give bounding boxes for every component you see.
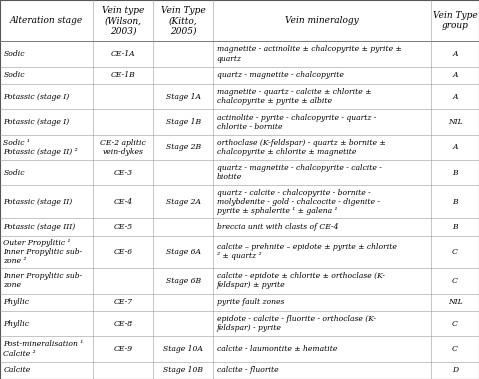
Text: D: D — [452, 366, 458, 374]
Text: B: B — [452, 223, 458, 231]
Text: quartz - calcite - chalcopyrite - bornite -
molybdenite - gold - chalcocite - di: quartz - calcite - chalcopyrite - bornit… — [217, 188, 379, 215]
Text: Phyllic: Phyllic — [3, 298, 29, 306]
Text: actinolite - pyrite - chalcopyrite - quartz -
chlorite - bornite: actinolite - pyrite - chalcopyrite - qua… — [217, 114, 376, 131]
Text: A: A — [452, 93, 458, 101]
Text: calcite - laumontite ± hematite: calcite - laumontite ± hematite — [217, 345, 337, 353]
Text: Potassic (stage III): Potassic (stage III) — [3, 223, 76, 231]
Text: CE-2 aplitic
vein-dykes: CE-2 aplitic vein-dykes — [101, 139, 146, 156]
Text: Vein Type
group: Vein Type group — [433, 11, 478, 30]
Text: Stage 10B: Stage 10B — [163, 366, 203, 374]
Text: calcite – prehnite – epidote ± pyrite ± chlorite
² ± quartz ²: calcite – prehnite – epidote ± pyrite ± … — [217, 243, 397, 260]
Text: Post-mineralisation ¹
Calcite ²: Post-mineralisation ¹ Calcite ² — [3, 340, 84, 357]
Text: CE-3: CE-3 — [114, 169, 133, 177]
Text: Stage 6B: Stage 6B — [166, 277, 201, 285]
Text: CE-1A: CE-1A — [111, 50, 136, 58]
Text: pyrite fault zones: pyrite fault zones — [217, 298, 284, 306]
Text: quartz - magnetite - chalcopyrite - calcite -
biotite: quartz - magnetite - chalcopyrite - calc… — [217, 164, 381, 181]
Text: B: B — [452, 198, 458, 206]
Text: magnetite - quartz - calcite ± chlorite ±
chalcopyrite ± pyrite ± albite: magnetite - quartz - calcite ± chlorite … — [217, 88, 371, 105]
Text: C: C — [452, 345, 458, 353]
Text: Potassic (stage II): Potassic (stage II) — [3, 198, 73, 206]
Text: Potassic (stage I): Potassic (stage I) — [3, 118, 69, 126]
Text: calcite - fluorite: calcite - fluorite — [217, 366, 278, 374]
Text: Inner Propylitic sub-
zone: Inner Propylitic sub- zone — [3, 272, 82, 290]
Text: Sodic: Sodic — [3, 72, 25, 80]
Text: quartz - magnetite - chalcopyrite: quartz - magnetite - chalcopyrite — [217, 72, 343, 80]
Text: epidote - calcite - fluorite - orthoclase (K-
feldspar) - pyrite: epidote - calcite - fluorite - orthoclas… — [217, 315, 376, 332]
Text: A: A — [452, 50, 458, 58]
Text: NIL: NIL — [448, 118, 462, 126]
Text: C: C — [452, 277, 458, 285]
Text: Sodic ¹
Potassic (stage II) ²: Sodic ¹ Potassic (stage II) ² — [3, 139, 78, 156]
Text: Stage 6A: Stage 6A — [166, 248, 201, 256]
Text: CE-1B: CE-1B — [111, 72, 136, 80]
Text: NIL: NIL — [448, 298, 462, 306]
Text: orthoclase (K-feldspar) - quartz ± bornite ±
chalcopyrite ± chlorite ± magnetite: orthoclase (K-feldspar) - quartz ± borni… — [217, 139, 385, 156]
Text: Vein mineralogy: Vein mineralogy — [285, 16, 359, 25]
Text: Vein Type
(Kitto,
2005): Vein Type (Kitto, 2005) — [161, 6, 205, 36]
Text: A: A — [452, 72, 458, 80]
Text: CE-8: CE-8 — [114, 319, 133, 327]
Text: Stage 1B: Stage 1B — [166, 118, 201, 126]
Text: Phyllic: Phyllic — [3, 319, 29, 327]
Text: CE-7: CE-7 — [114, 298, 133, 306]
Text: B: B — [452, 169, 458, 177]
Text: breccia unit with clasts of CE-4: breccia unit with clasts of CE-4 — [217, 223, 338, 231]
Text: Potassic (stage I): Potassic (stage I) — [3, 93, 69, 101]
Text: A: A — [452, 143, 458, 152]
Text: CE-4: CE-4 — [114, 198, 133, 206]
Text: Vein type
(Wilson,
2003): Vein type (Wilson, 2003) — [102, 6, 145, 36]
Text: C: C — [452, 319, 458, 327]
Text: Sodic: Sodic — [3, 50, 25, 58]
Text: Calcite: Calcite — [3, 366, 31, 374]
Text: Stage 1A: Stage 1A — [166, 93, 201, 101]
Text: Stage 10A: Stage 10A — [163, 345, 203, 353]
Text: CE-6: CE-6 — [114, 248, 133, 256]
Text: CE-5: CE-5 — [114, 223, 133, 231]
Text: Stage 2B: Stage 2B — [166, 143, 201, 152]
Text: Sodic: Sodic — [3, 169, 25, 177]
Text: C: C — [452, 248, 458, 256]
Text: Stage 2A: Stage 2A — [166, 198, 201, 206]
Text: CE-9: CE-9 — [114, 345, 133, 353]
Text: magnetite - actinolite ± chalcopyrite ± pyrite ±
quartz: magnetite - actinolite ± chalcopyrite ± … — [217, 45, 401, 63]
Text: Alteration stage: Alteration stage — [10, 16, 83, 25]
Text: Outer Propylitic ¹
Inner Propylitic sub-
zone ²: Outer Propylitic ¹ Inner Propylitic sub-… — [3, 239, 82, 265]
Text: calcite - epidote ± chlorite ± orthoclase (K-
feldspar) ± pyrite: calcite - epidote ± chlorite ± orthoclas… — [217, 272, 385, 290]
